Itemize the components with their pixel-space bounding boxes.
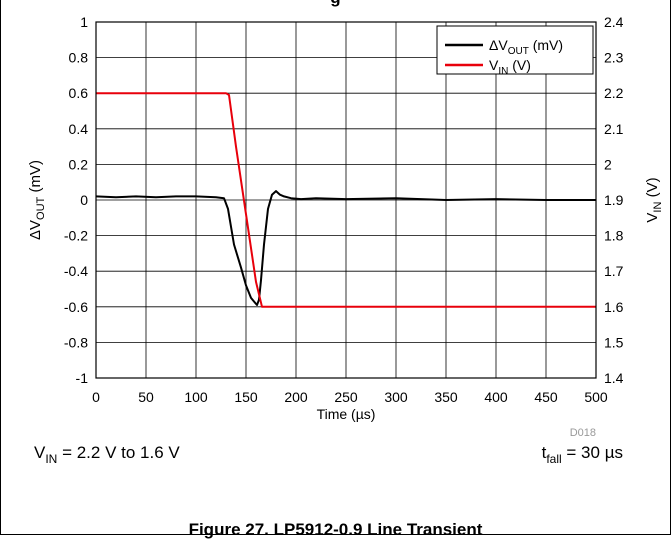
x-tick-label: 250 — [334, 389, 358, 405]
x-tick-label: 150 — [234, 389, 258, 405]
series-line-delta-vout — [95, 190, 596, 306]
x-tick-label: 400 — [484, 389, 508, 405]
y-left-tick-label: 1 — [80, 14, 88, 30]
y-right-tick-label: 1.9 — [604, 192, 624, 208]
x-tick-label: 100 — [184, 389, 208, 405]
y-right-tick-label: 1.6 — [604, 299, 624, 315]
y-left-tick-label: -1 — [76, 370, 89, 386]
annotation-vin-range: VIN = 2.2 V to 1.6 V — [34, 443, 180, 466]
x-tick-label: 50 — [138, 389, 154, 405]
x-tick-label: 350 — [434, 389, 458, 405]
y-left-tick-label: 0.8 — [69, 50, 89, 66]
y-left-tick-label: -0.4 — [64, 263, 88, 279]
figure-caption: Figure 27. LP5912-0.9 Line Transient — [188, 520, 483, 539]
y-left-tick-label: 0.4 — [69, 121, 89, 137]
y-right-tick-label: 2.4 — [604, 14, 624, 30]
y-right-tick-label: 2.3 — [604, 50, 624, 66]
y-right-tick-label: 1.8 — [604, 228, 624, 244]
tick-labels: 0 50 100 150 200 250 300 350 400 450 500 1 2.4 0.8 2.3… — [64, 14, 624, 405]
y-left-tick-label: 0.2 — [69, 156, 89, 172]
y-left-tick-label: -0.2 — [64, 228, 88, 244]
figure-title-partial: g — [0, 0, 671, 8]
x-tick-label: 300 — [384, 389, 408, 405]
y-right-tick-label: 2.1 — [604, 121, 624, 137]
x-tick-label: 0 — [92, 389, 100, 405]
y-axis-label-right: VIN (V) — [644, 177, 664, 222]
series-layer — [95, 92, 596, 308]
x-tick-label: 450 — [534, 389, 558, 405]
y-right-tick-label: 1.7 — [604, 263, 624, 279]
y-right-tick-label: 1.4 — [604, 370, 624, 386]
legend-label-vin: VIN (V) — [489, 57, 531, 77]
x-tick-label: 200 — [284, 389, 308, 405]
y-right-tick-label: 2.2 — [604, 85, 624, 101]
legend: ΔVOUT (mV) VIN (V) — [436, 25, 594, 77]
x-axis-label: Time (µs) — [317, 406, 376, 422]
y-right-tick-label: 2 — [604, 156, 612, 172]
x-tick-label: 500 — [584, 389, 608, 405]
y-left-tick-label: 0 — [80, 192, 88, 208]
y-left-tick-label: 0.6 — [69, 85, 89, 101]
y-right-tick-label: 1.5 — [604, 334, 624, 350]
plot-area-border — [95, 21, 597, 379]
y-left-tick-label: -0.6 — [64, 299, 88, 315]
annotation-fall-time: tfall = 30 µs — [542, 443, 623, 466]
y-axis-label-left: ΔVOUT (mV) — [27, 160, 47, 240]
y-left-tick-label: -0.8 — [64, 334, 88, 350]
series-line-vin — [96, 92, 596, 308]
figure-code: D018 — [570, 427, 596, 439]
legend-label-delta-vout: ΔVOUT (mV) — [489, 37, 563, 57]
